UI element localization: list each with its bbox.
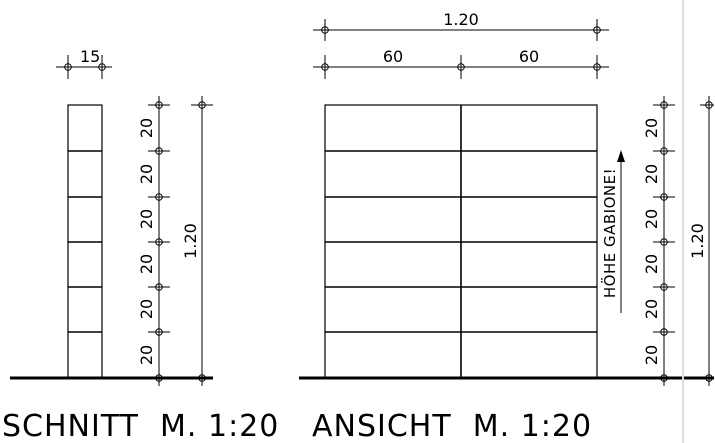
elevation-row-label: 20 (642, 164, 661, 184)
section-total-dimension: 1.20 (181, 96, 213, 386)
section-row-dimension-chain: 20 20 20 20 20 20 (137, 96, 170, 386)
section-title: SCHNITT M. 1:20 (2, 409, 279, 443)
elevation-row-dimension-chain: 20 20 20 20 20 20 (642, 96, 675, 386)
section-row-label: 20 (137, 118, 156, 138)
arrow-up-icon (617, 150, 625, 162)
elevation-row-label: 20 (642, 118, 661, 138)
elevation-row-label: 20 (642, 254, 661, 274)
elevation-total-width-dimension: 1.20 (313, 10, 609, 41)
elevation-row-label: 20 (642, 299, 661, 319)
section-row-label: 20 (137, 254, 156, 274)
elevation-row-label: 20 (642, 345, 661, 365)
section-row-label: 20 (137, 299, 156, 319)
section-row-label: 20 (137, 209, 156, 229)
elevation-view (324, 104, 598, 379)
elevation-total-label: 1.20 (688, 223, 707, 259)
section-width-label: 15 (80, 47, 100, 66)
elevation-total-width-label: 1.20 (443, 10, 479, 29)
elevation-title: ANSICHT M. 1:20 (312, 409, 592, 443)
section-total-label: 1.20 (181, 223, 200, 259)
elevation-half-width-label: 60 (519, 47, 539, 66)
elevation-half-width-label: 60 (383, 47, 403, 66)
elevation-total-dimension: 1.20 (688, 96, 714, 386)
section-width-dimension: 15 (56, 47, 112, 79)
height-note-label: HÖHE GABIONE! (600, 168, 619, 298)
elevation-row-label: 20 (642, 209, 661, 229)
section-row-label: 20 (137, 164, 156, 184)
elevation-half-width-dimension: 60 60 (313, 47, 609, 79)
height-note: HÖHE GABIONE! (600, 150, 625, 313)
section-row-label: 20 (137, 345, 156, 365)
section-view (67, 104, 103, 379)
